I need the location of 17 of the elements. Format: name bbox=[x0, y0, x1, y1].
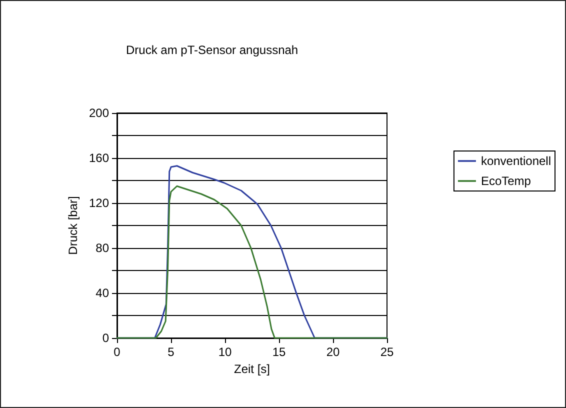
y-tick-label: 40 bbox=[96, 286, 110, 300]
y-axis-title: Druck [bar] bbox=[66, 196, 80, 255]
x-tick-label: 10 bbox=[218, 345, 232, 359]
chart-title: Druck am pT-Sensor angussnah bbox=[126, 43, 298, 57]
legend-label: EcoTemp bbox=[480, 174, 532, 188]
legend-label: konventionell bbox=[480, 154, 552, 168]
x-tick-label: 0 bbox=[114, 345, 121, 359]
x-tick-label: 25 bbox=[380, 345, 394, 359]
y-tick-label: 200 bbox=[88, 106, 110, 120]
x-axis-title: Zeit [s] bbox=[234, 362, 270, 376]
x-tick-label: 20 bbox=[326, 345, 340, 359]
x-tick-label: 15 bbox=[272, 345, 286, 359]
x-tick-label: 5 bbox=[168, 345, 175, 359]
y-tick-label: 0 bbox=[102, 331, 110, 345]
y-tick-label: 160 bbox=[88, 151, 110, 165]
y-tick-label: 120 bbox=[88, 196, 110, 210]
y-tick-label: 80 bbox=[96, 241, 110, 255]
